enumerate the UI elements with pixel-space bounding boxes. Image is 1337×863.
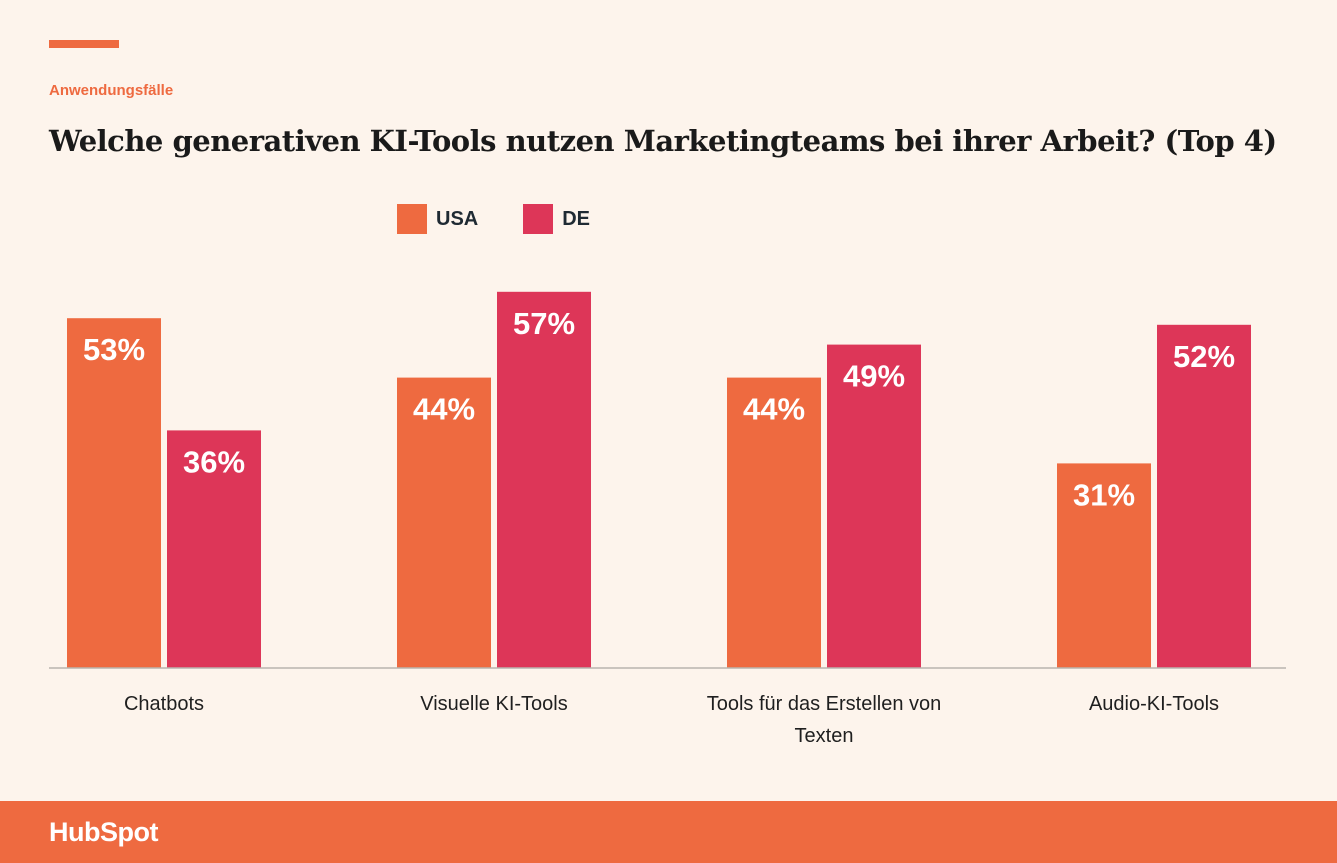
- data-label-usa-0: 53%: [83, 332, 145, 367]
- accent-bar: [49, 40, 119, 48]
- bar-chart: 53% 36% Chatbots 44% 57% Visuelle KI-Tools 44%…: [49, 291, 1286, 747]
- hubspot-logo: HubSpot: [49, 817, 158, 847]
- section-eyebrow: Anwendungsfälle: [49, 82, 174, 99]
- bar-usa-2: [727, 377, 821, 668]
- legend-item-de: DE: [523, 204, 590, 234]
- legend-swatch-usa: [397, 204, 427, 234]
- chart-title: Welche generativen KI-Tools nutzen Marke…: [49, 124, 1277, 158]
- bar-usa-3: [1057, 463, 1151, 668]
- legend-swatch-de: [523, 204, 554, 234]
- category-label-3: Audio-KI-Tools: [1089, 693, 1219, 715]
- data-label-usa-3: 31%: [1073, 477, 1135, 512]
- footer-bar: HubSpot: [0, 801, 1337, 863]
- bar-usa-1: [397, 377, 491, 668]
- category-label-1: Visuelle KI-Tools: [420, 693, 567, 715]
- legend-item-usa: USA: [397, 204, 478, 234]
- data-label-de-0: 36%: [183, 444, 245, 479]
- legend-label-de: DE: [562, 207, 591, 230]
- data-label-de-3: 52%: [1173, 339, 1235, 374]
- data-label-de-2: 49%: [843, 359, 905, 394]
- legend-label-usa: USA: [436, 207, 479, 230]
- bar-de-0: [167, 430, 261, 668]
- category-label-2: Tools für das Erstellen von: [707, 693, 942, 715]
- data-label-de-1: 57%: [513, 306, 575, 341]
- data-label-usa-1: 44%: [413, 392, 475, 427]
- bar-de-1: [497, 291, 591, 668]
- bar-de-2: [827, 344, 921, 668]
- bar-de-3: [1157, 324, 1251, 668]
- data-label-usa-2: 44%: [743, 392, 805, 427]
- chart-legend: USA DE: [397, 204, 635, 234]
- bar-usa-0: [67, 318, 161, 668]
- category-label-0: Chatbots: [124, 693, 204, 715]
- category-label-2-line1: Texten: [795, 725, 854, 747]
